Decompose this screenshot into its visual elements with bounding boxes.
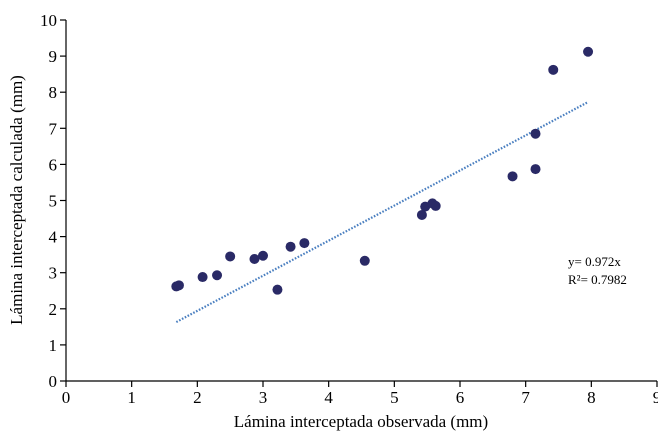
data-point bbox=[299, 238, 310, 249]
r-squared-label: R²= 0.7982 bbox=[568, 272, 627, 287]
y-tick-label: 6 bbox=[49, 155, 58, 174]
data-point bbox=[249, 253, 260, 264]
trend-equation: y= 0.972x bbox=[568, 254, 621, 269]
x-tick-label: 7 bbox=[521, 388, 530, 407]
y-tick-label: 5 bbox=[49, 192, 58, 211]
y-tick-label: 0 bbox=[49, 372, 58, 391]
data-point bbox=[258, 250, 268, 261]
y-tick-label: 4 bbox=[49, 228, 58, 247]
points-layer bbox=[171, 46, 594, 295]
x-tick-label: 1 bbox=[127, 388, 136, 407]
y-tick-label: 7 bbox=[49, 119, 58, 138]
x-tick-label: 2 bbox=[193, 388, 202, 407]
data-point bbox=[416, 209, 427, 220]
data-point bbox=[583, 46, 594, 57]
data-point bbox=[530, 164, 541, 175]
y-tick-label: 9 bbox=[49, 47, 58, 66]
data-point bbox=[507, 171, 518, 182]
y-tick-label: 10 bbox=[40, 11, 57, 30]
data-point bbox=[225, 251, 236, 262]
y-axis-title: Lámina interceptada calculada (mm) bbox=[7, 75, 26, 325]
y-tick-label: 1 bbox=[49, 336, 58, 355]
x-tick-label: 3 bbox=[259, 388, 268, 407]
data-point bbox=[197, 272, 208, 283]
ticks-layer: 0 1 2 3 4 5 6 7 8 9 0 1 2 3 4 5 6 7 8 9 10 bbox=[40, 11, 658, 407]
x-tick-label: 8 bbox=[587, 388, 596, 407]
data-point bbox=[173, 280, 184, 291]
data-point bbox=[285, 241, 296, 252]
x-tick-label: 9 bbox=[653, 388, 658, 407]
y-tick-label: 8 bbox=[49, 83, 58, 102]
trendline bbox=[175, 101, 589, 324]
x-tick-label: 4 bbox=[324, 388, 333, 407]
data-point bbox=[430, 200, 441, 211]
x-axis-title: Lámina interceptada observada (mm) bbox=[234, 412, 488, 431]
data-point bbox=[272, 284, 283, 295]
y-tick-label: 2 bbox=[49, 300, 58, 319]
x-tick-label: 0 bbox=[62, 388, 71, 407]
data-point bbox=[548, 64, 559, 75]
y-tick-label: 3 bbox=[49, 264, 58, 283]
data-point bbox=[359, 255, 370, 266]
x-tick-label: 5 bbox=[390, 388, 399, 407]
x-tick-label: 6 bbox=[456, 388, 465, 407]
data-point bbox=[212, 270, 223, 281]
data-point bbox=[530, 128, 541, 139]
